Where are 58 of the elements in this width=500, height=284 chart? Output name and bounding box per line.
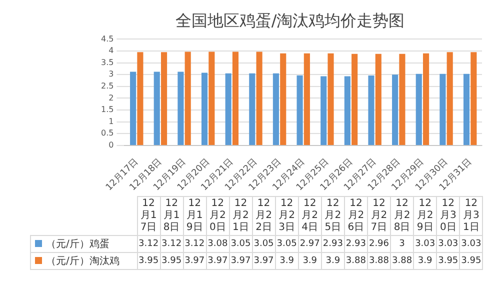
data-label: 2.93 <box>344 236 368 252</box>
category-label: 12月27日 <box>370 198 388 233</box>
data-label: 3.12 <box>183 236 206 252</box>
data-label: 2.93 <box>321 236 344 252</box>
category-label: 12月30日 <box>440 198 456 233</box>
data-label: 3.95 <box>436 252 460 270</box>
y-tick-label: 3 <box>108 70 114 79</box>
data-label: 3.9 <box>414 252 437 270</box>
data-label: 3.95 <box>160 252 184 270</box>
y-tick-label: 4 <box>108 46 114 56</box>
category-label: 12月29日 <box>416 198 434 233</box>
category-label: 12月25日 <box>324 198 342 233</box>
category-label: 12月31日 <box>462 198 480 233</box>
data-label: 2.97 <box>298 236 322 252</box>
data-label: 3.9 <box>298 252 322 270</box>
data-label: 3.12 <box>137 236 160 252</box>
legend-label: （元/斤）淘汰鸡 <box>46 256 120 267</box>
category-label: 12月19日 <box>186 198 203 233</box>
category-label: 12月26日 <box>348 198 364 233</box>
data-label: 3.03 <box>414 236 437 252</box>
data-label: 3.08 <box>206 236 230 252</box>
data-label: 3.97 <box>183 252 206 270</box>
data-label: 3.88 <box>367 252 391 270</box>
category-label: 12月18日 <box>163 198 180 233</box>
category-label: 12月21日 <box>232 198 249 233</box>
data-label: 3.95 <box>137 252 160 270</box>
data-label: 3.97 <box>206 252 230 270</box>
category-label: 12月28日 <box>394 198 410 233</box>
data-label: 3.95 <box>460 252 483 270</box>
category-label: 12月20日 <box>209 198 226 233</box>
data-label: 3.05 <box>229 236 252 252</box>
legend-label: （元/斤）鸡蛋 <box>46 239 110 250</box>
y-tick-label: 2 <box>108 93 114 102</box>
data-label: 3.03 <box>436 236 460 252</box>
category-label: 12月24日 <box>302 198 318 233</box>
data-label: 3 <box>390 236 414 252</box>
data-label: 3.03 <box>460 236 483 252</box>
data-label: 3.05 <box>252 236 276 252</box>
y-tick-label: 4.5 <box>100 34 114 44</box>
data-label: 3.12 <box>160 236 184 252</box>
data-label: 3.97 <box>229 252 252 270</box>
data-label: 3.9 <box>321 252 344 270</box>
category-label: 12月17日 <box>140 198 157 233</box>
data-label: 3.88 <box>344 252 368 270</box>
y-tick-label: 0 <box>108 140 114 150</box>
y-tick-label: 1 <box>108 116 114 126</box>
y-tick-label: 1.5 <box>100 105 114 114</box>
category-label: 12月22日 <box>256 198 272 233</box>
data-label: 3.97 <box>252 252 276 270</box>
y-tick-label: 2.5 <box>100 81 114 90</box>
data-label: 2.96 <box>367 236 391 252</box>
y-tick-label: 0.5 <box>100 128 114 138</box>
y-tick-label: 3.5 <box>100 58 114 67</box>
category-label: 12月23日 <box>278 198 295 233</box>
data-label: 3.05 <box>275 236 298 252</box>
chart-title: 全国地区鸡蛋/淘汰鸡均价走势图 <box>175 10 405 30</box>
data-label: 3.9 <box>275 252 298 270</box>
data-label: 3.88 <box>390 252 414 270</box>
